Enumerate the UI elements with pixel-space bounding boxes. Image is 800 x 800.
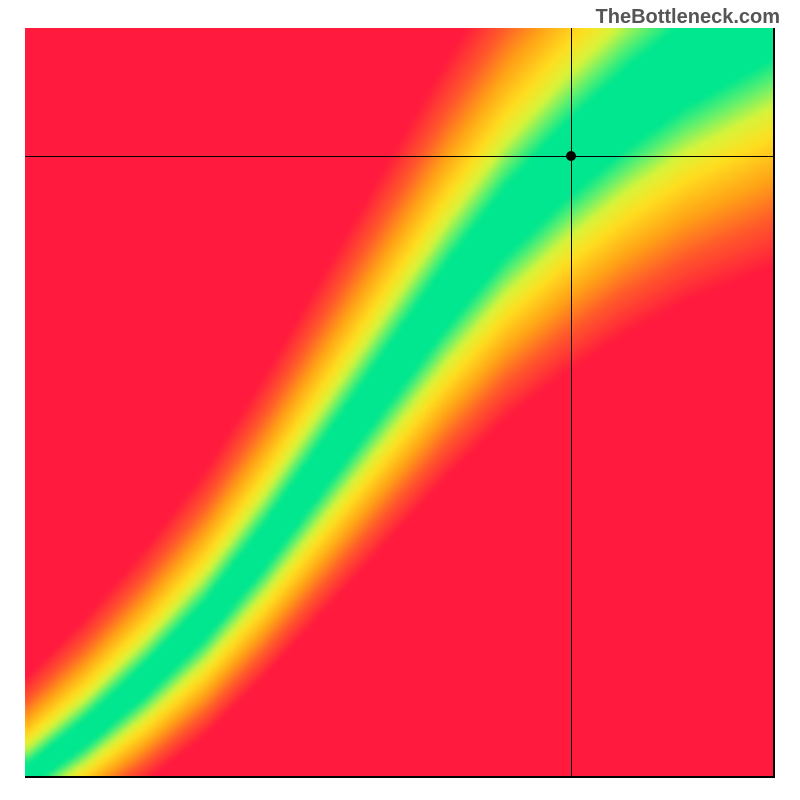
plot-area [25,28,775,778]
crosshair-marker [566,151,576,161]
crosshair-horizontal [25,156,775,157]
chart-container: TheBottleneck.com [0,0,800,800]
plot-border-right [773,28,775,778]
crosshair-vertical [571,28,572,778]
attribution-text: TheBottleneck.com [596,6,780,29]
heatmap-canvas [25,28,775,778]
plot-border-bottom [25,776,775,778]
